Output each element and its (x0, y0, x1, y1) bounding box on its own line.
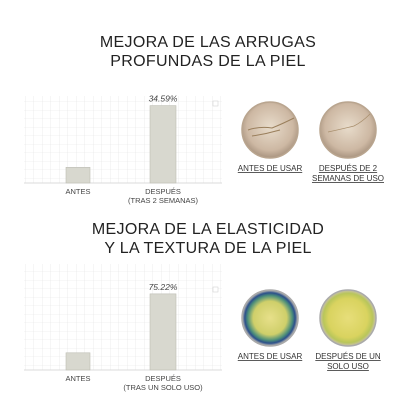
x-tick-label: ANTES (65, 374, 90, 383)
chart-title: MEJORA DE LA ELASTICIDAD Y LA TEXTURA DE … (92, 221, 324, 257)
value-label: 34.59% (149, 94, 178, 104)
x-tick-label: DESPUÉS (TRAS UN SOLO USO) (123, 374, 203, 392)
chart-title: MEJORA DE LAS ARRUGAS PROFUNDAS DE LA PIE… (100, 34, 316, 70)
x-tick-label: DESPUÉS (TRAS 2 SEMANAS) (128, 187, 199, 205)
grid-background (24, 264, 222, 370)
bar (65, 352, 91, 371)
photo-caption: DESPUÉS DE UN SOLO USO (315, 352, 381, 371)
bar (65, 167, 91, 184)
marker (212, 100, 219, 107)
photo-caption: DESPUÉS DE 2 SEMANAS DE USO (312, 164, 384, 183)
x-tick-label: ANTES (65, 187, 90, 196)
grid-background (24, 96, 222, 183)
bar (149, 293, 177, 371)
marker (212, 286, 219, 293)
photo-caption: ANTES DE USAR (238, 164, 303, 173)
photo (241, 101, 377, 347)
bar (149, 105, 177, 184)
photo-caption: ANTES DE USAR (238, 352, 303, 361)
value-label: 75.22% (149, 282, 178, 292)
